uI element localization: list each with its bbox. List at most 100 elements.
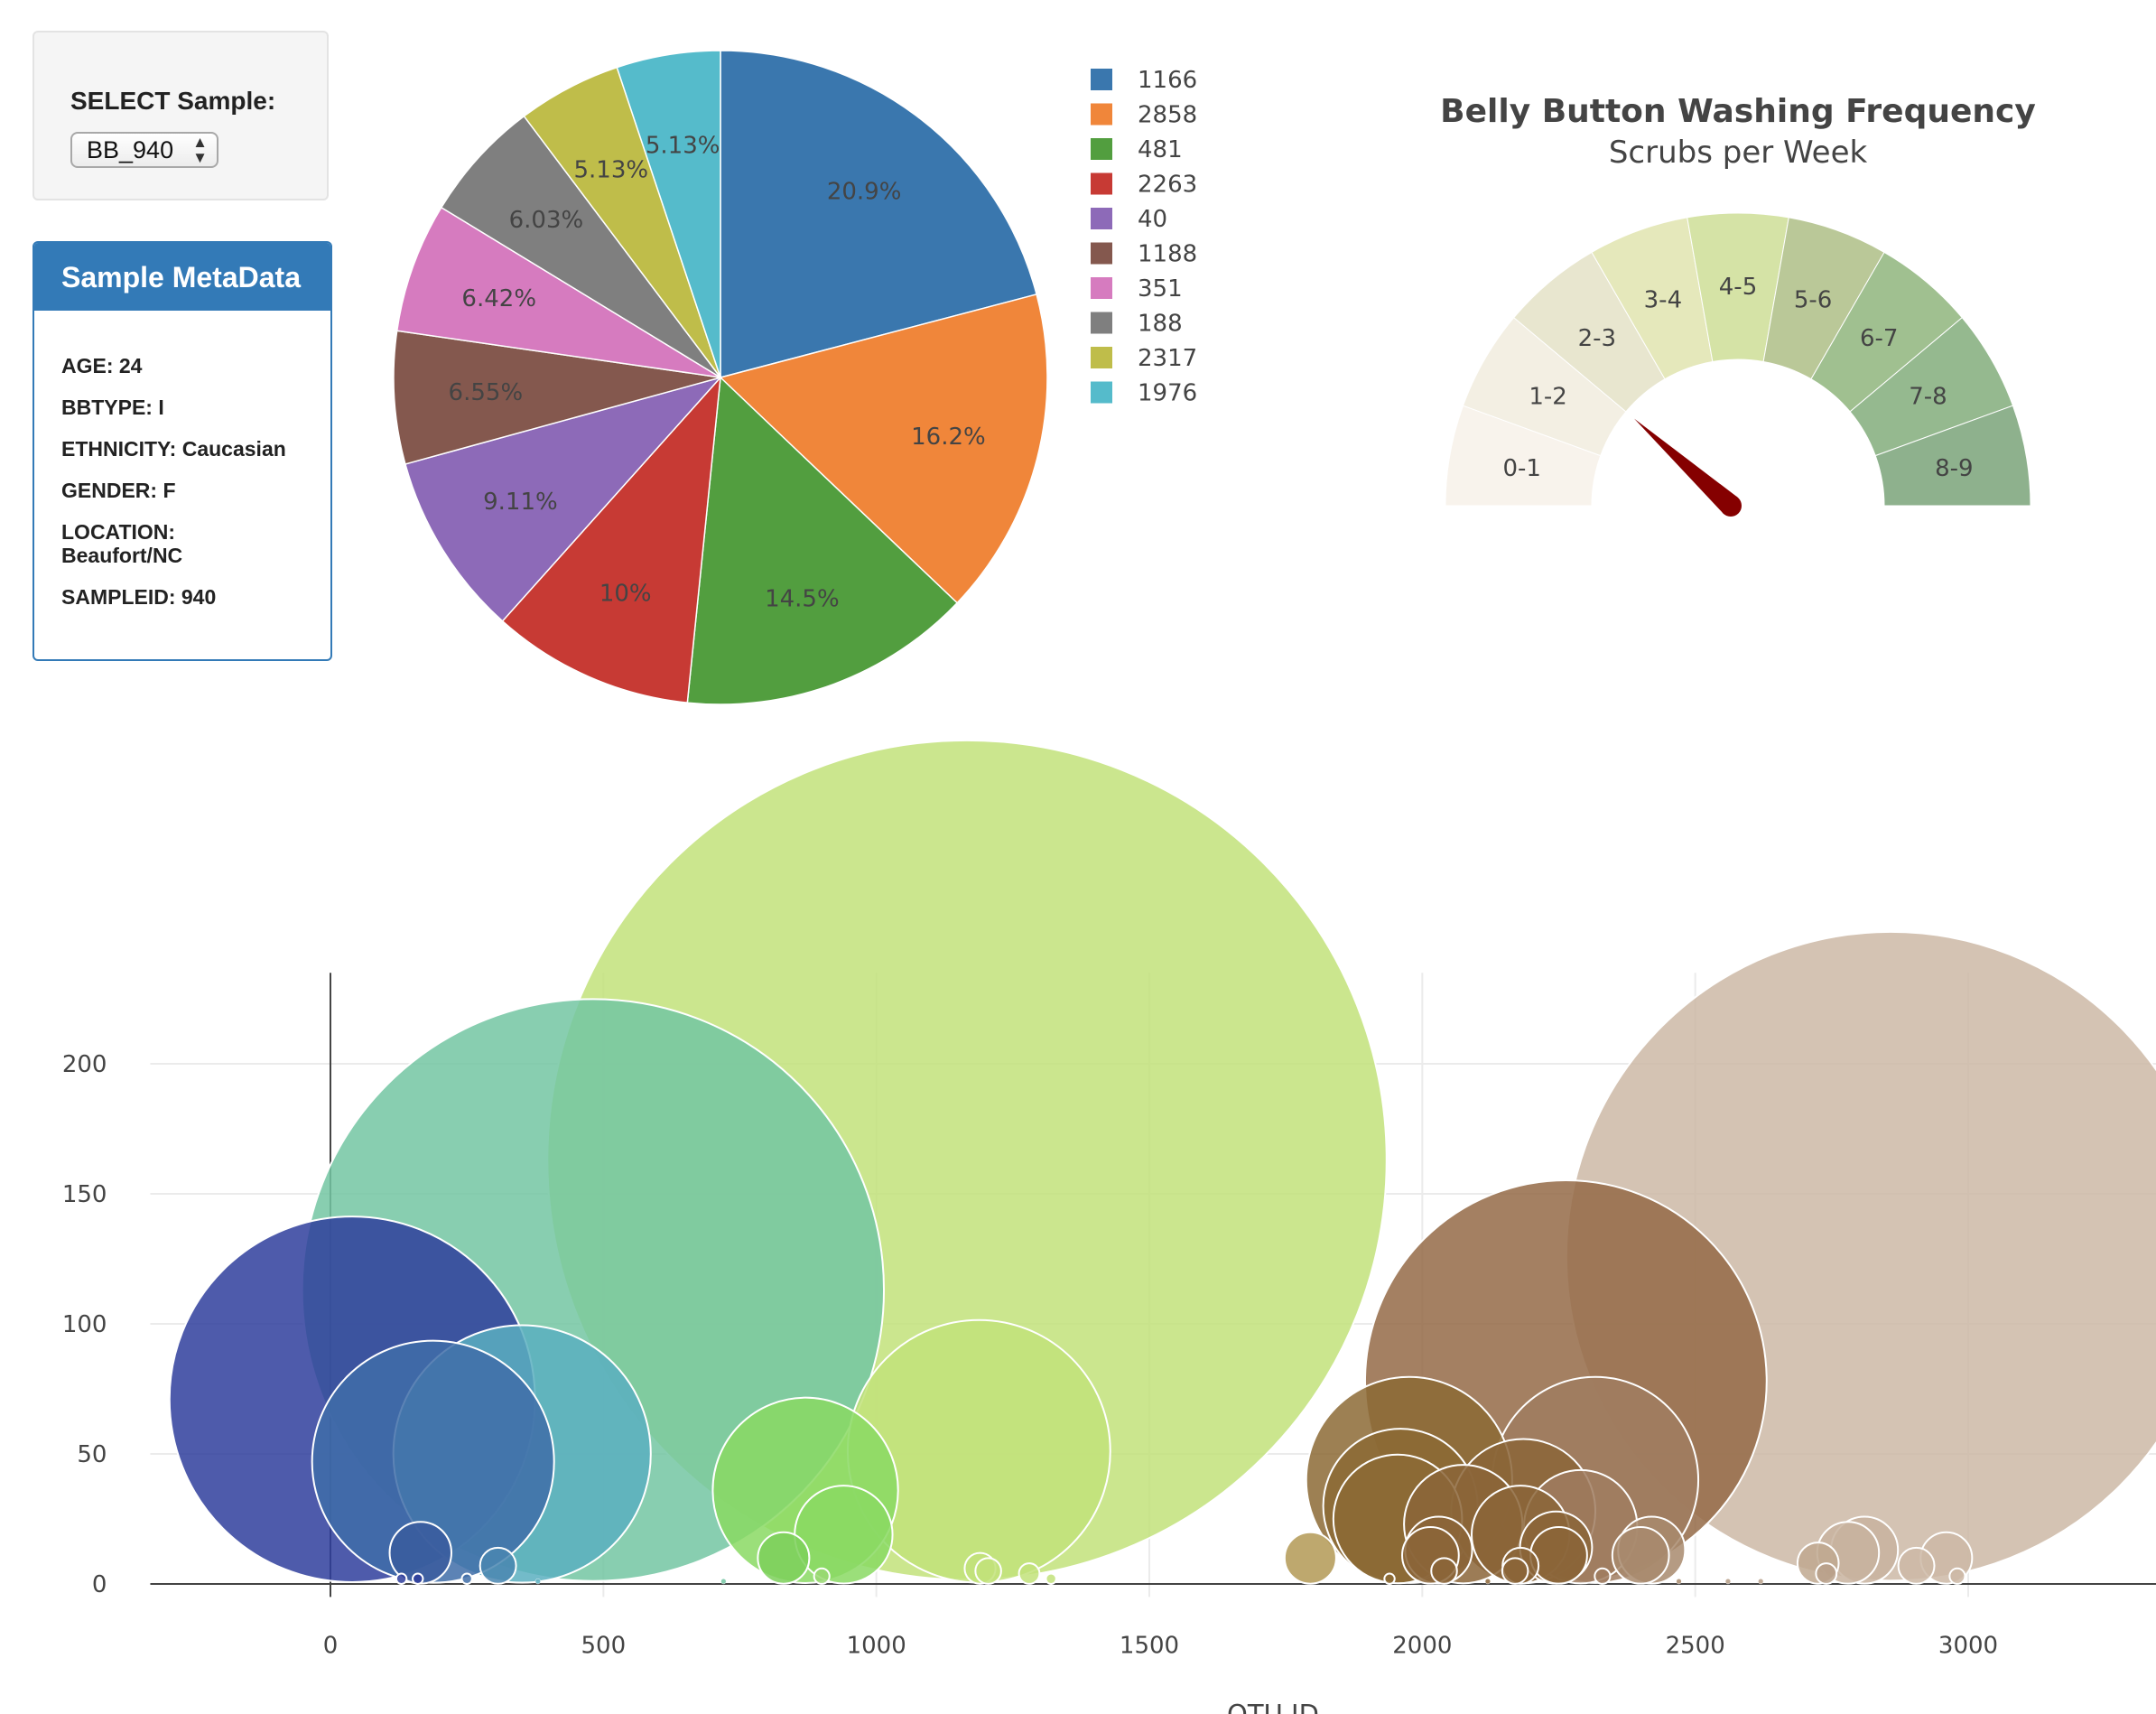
bubble-point bbox=[757, 1531, 811, 1585]
legend-swatch bbox=[1091, 138, 1112, 160]
metadata-ethnicity: ETHNICITY: Caucasian bbox=[61, 437, 286, 461]
gauge-segment bbox=[1874, 405, 2031, 507]
bubble-point bbox=[1045, 1572, 1057, 1585]
legend-label: 1166 bbox=[1138, 67, 1197, 94]
x-axis-title: OTU ID bbox=[1227, 1699, 1319, 1714]
metadata-body: AGE: 24 BBTYPE: I ETHNICITY: Caucasian G… bbox=[34, 311, 330, 609]
bubble-point bbox=[311, 1339, 555, 1584]
bubble-point bbox=[1594, 1567, 1612, 1585]
gauge-title: Belly Button Washing Frequency bbox=[1440, 93, 2036, 130]
pie-slice bbox=[404, 376, 723, 622]
y-tick-label: 0 bbox=[92, 1571, 107, 1598]
bubble-point bbox=[460, 1572, 473, 1585]
bubble-point bbox=[1501, 1557, 1529, 1585]
gauge-needle-hub bbox=[1720, 495, 1742, 517]
select-arrows-icon: ▲ ▼ bbox=[192, 134, 208, 166]
sample-select-dropdown[interactable]: BB_940 ▲ ▼ bbox=[70, 132, 218, 168]
legend-swatch bbox=[1091, 242, 1112, 265]
bubble-point bbox=[1815, 1562, 1838, 1585]
x-tick-label: 500 bbox=[581, 1632, 627, 1659]
gauge-segment-label: 3-4 bbox=[1644, 287, 1682, 314]
metadata-gender: GENDER: F bbox=[61, 479, 176, 502]
y-tick-label: 100 bbox=[62, 1311, 107, 1338]
pie-slice bbox=[720, 50, 1038, 378]
bubble-point bbox=[412, 1572, 424, 1585]
legend-swatch bbox=[1091, 347, 1112, 368]
pie-slice-label: 5.13% bbox=[573, 156, 648, 183]
bubble-point bbox=[1724, 1579, 1732, 1585]
x-tick-label: 3000 bbox=[1938, 1632, 1998, 1659]
legend-swatch bbox=[1091, 381, 1112, 404]
bubble-point bbox=[813, 1567, 831, 1585]
y-tick-label: 150 bbox=[62, 1181, 107, 1208]
bubble-chart: 0501001502000500100015002000250030003500… bbox=[62, 739, 2156, 1714]
legend-label: 351 bbox=[1138, 275, 1183, 303]
legend-label: 1976 bbox=[1138, 380, 1197, 407]
legend-label: 481 bbox=[1138, 136, 1183, 163]
pie-slice bbox=[719, 293, 1048, 604]
bubble-point bbox=[1018, 1562, 1041, 1585]
pie-slice-label: 6.03% bbox=[509, 207, 584, 234]
bubble-point bbox=[1897, 1546, 1936, 1585]
x-tick-label: 1500 bbox=[1120, 1632, 1179, 1659]
pie-slice-label: 14.5% bbox=[765, 585, 840, 612]
pie-slice-label: 9.11% bbox=[483, 489, 558, 516]
pie-slice-label: 6.55% bbox=[449, 379, 524, 406]
pie-slice-label: 20.9% bbox=[827, 179, 902, 206]
sample-select-panel: SELECT Sample: BB_940 ▲ ▼ bbox=[33, 31, 329, 200]
gauge-segment-label: 8-9 bbox=[1935, 455, 1973, 482]
select-sample-label: SELECT Sample: bbox=[70, 87, 276, 115]
x-tick-label: 1000 bbox=[847, 1632, 906, 1659]
gauge-segment-label: 4-5 bbox=[1719, 274, 1757, 301]
legend-label: 2858 bbox=[1138, 102, 1197, 129]
pie-slice bbox=[616, 50, 721, 378]
gauge-segment-label: 6-7 bbox=[1860, 325, 1898, 352]
legend-swatch bbox=[1091, 172, 1112, 195]
sample-metadata-panel: Sample MetaData AGE: 24 BBTYPE: I ETHNIC… bbox=[33, 241, 332, 661]
gauge-needle bbox=[1634, 418, 1738, 515]
pie-slice-label: 5.13% bbox=[646, 133, 720, 160]
bubble-point bbox=[1529, 1525, 1588, 1585]
x-tick-label: 2500 bbox=[1666, 1632, 1725, 1659]
pie-chart: 20.9% 16.2% 14.5% 10% 9.11% 6.55% 6.42% 6.03% 5.… bbox=[393, 50, 1048, 705]
legend-swatch bbox=[1091, 312, 1112, 334]
legend-label: 1188 bbox=[1138, 241, 1197, 268]
bubble-point bbox=[1383, 1572, 1396, 1585]
legend-swatch bbox=[1091, 103, 1112, 126]
bubble-point bbox=[1948, 1567, 1966, 1585]
bubble-point bbox=[1484, 1579, 1491, 1585]
legend-label: 2263 bbox=[1138, 172, 1197, 199]
bubble-point bbox=[479, 1546, 517, 1585]
pie-slice-label: 6.42% bbox=[461, 285, 536, 312]
pie-slice-label: 10% bbox=[599, 580, 652, 607]
legend-swatch bbox=[1091, 69, 1112, 90]
bubble-point bbox=[1611, 1525, 1670, 1585]
sample-select-value: BB_940 bbox=[87, 136, 174, 163]
bubble-point bbox=[534, 1579, 541, 1585]
gauge-segment-label: 0-1 bbox=[1502, 455, 1540, 482]
metadata-bbtype: BBTYPE: I bbox=[61, 396, 164, 419]
gauge-subtitle: Scrubs per Week bbox=[1609, 135, 1868, 171]
bubble-point bbox=[1676, 1579, 1682, 1585]
bubble-point bbox=[1430, 1557, 1458, 1585]
metadata-sampleid: SAMPLEID: 940 bbox=[61, 585, 217, 609]
legend-label: 2317 bbox=[1138, 345, 1197, 372]
x-tick-label: 2000 bbox=[1392, 1632, 1452, 1659]
y-tick-label: 200 bbox=[62, 1051, 107, 1078]
pie-slice bbox=[686, 376, 959, 705]
pie-slice bbox=[501, 375, 721, 703]
bubble-point bbox=[974, 1557, 1002, 1585]
metadata-location: LOCATION: Beaufort/NC bbox=[61, 520, 183, 567]
bubble-point bbox=[1758, 1579, 1764, 1585]
x-tick-label: 0 bbox=[323, 1632, 339, 1659]
pie-slice-label: 16.2% bbox=[911, 424, 986, 451]
pie-slice bbox=[393, 330, 721, 465]
gauge-segment-label: 5-6 bbox=[1794, 287, 1832, 314]
pie-slice bbox=[395, 206, 721, 378]
bubble-point bbox=[395, 1572, 408, 1585]
metadata-age: AGE: 24 bbox=[61, 354, 143, 377]
gauge-segment-label: 2-3 bbox=[1578, 325, 1616, 352]
gauge-chart: Belly Button Washing Frequency Scrubs per… bbox=[1440, 93, 2036, 517]
bubble-point bbox=[794, 1485, 894, 1585]
